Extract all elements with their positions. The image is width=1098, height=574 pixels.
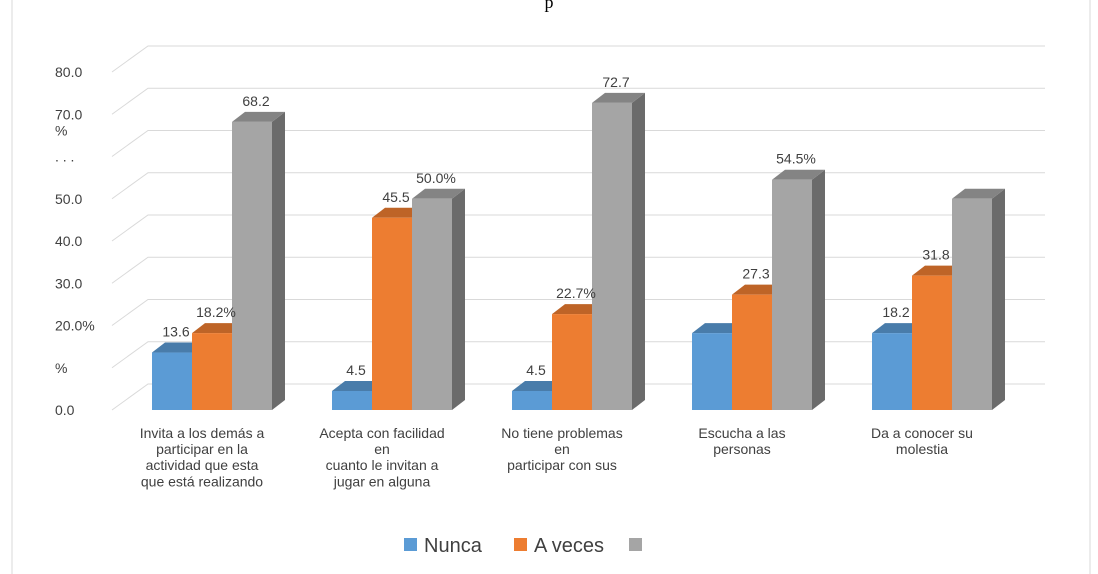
bar-top [732,284,785,295]
bar-side [452,188,465,410]
bar-front [412,198,452,410]
grid-line [111,214,1045,242]
category-label-group: Acepta con facilidad en cuanto le invitan … [319,425,444,489]
bar-front [232,121,272,410]
data-label: 4.5 [346,362,366,378]
data-label: 45.5 [382,189,409,205]
bar [592,92,645,410]
bar-front [692,333,732,410]
bar-front [872,333,912,410]
grid-line [111,87,1045,115]
bar-front [732,294,772,410]
bar-top [552,304,605,315]
bar-top [232,111,285,122]
category-label-group: Escucha a las personas [698,425,785,457]
chart-frame [11,0,1091,574]
bar [412,188,465,410]
x-tick-label: Da a conocer su molestia [871,425,973,457]
legend-swatch [404,538,417,551]
data-label: 27.3 [742,266,769,282]
x-tick-label: Invita a los demás a participar en la acti… [140,425,265,489]
bar-top [152,342,205,353]
bar-side [992,188,1005,410]
chart-title: p [545,0,554,12]
bar-front [772,179,812,410]
data-label: 31.8 [922,247,949,263]
y-tick-label: 20.0% [55,318,95,334]
x-tick-label: No tiene problemas en participar con sus [501,425,622,473]
bar-front [912,275,952,410]
bar-top [592,92,645,103]
data-label: 18.2 [882,304,909,320]
bar [232,111,285,410]
bar [772,169,825,410]
data-label: 72.7 [602,74,629,90]
grid-line [111,45,1045,73]
bar-top [332,380,385,391]
y-tick-label: % [55,360,67,376]
bar [952,188,1005,410]
y-tick-label: 40.0 [55,233,82,249]
bar-side [272,111,285,410]
y-tick-label: 30.0 [55,275,82,291]
bar-front [152,352,192,410]
bar-front [512,390,552,410]
bar-top [692,323,745,334]
legend-label: Nunca [424,535,483,557]
grid-line [111,172,1045,200]
data-label: 22.7% [556,285,596,301]
bar-front [332,390,372,410]
x-tick-label: Acepta con facilidad en cuanto le invitan … [319,425,444,489]
legend-label: A veces [534,535,604,557]
bar-front [192,333,232,410]
bar-top [872,323,925,334]
x-tick-label: Escucha a las personas [698,425,785,457]
legend-swatch [629,538,642,551]
data-label: 54.5% [776,151,816,167]
bar-front [552,314,592,410]
legend-swatch [514,538,527,551]
bar-top [772,169,825,180]
data-label: 13.6 [162,324,189,340]
y-tick-label: 0.0 [55,402,75,418]
grid-line [111,130,1045,157]
y-tick-label: 50.0 [55,191,82,207]
bar-side [812,169,825,410]
bar-side [632,92,645,410]
y-tick-label: . . . [55,149,74,165]
bar-front [372,217,412,410]
bar-top [912,265,965,276]
data-label: 4.5 [526,362,546,378]
grid-line [111,256,1045,284]
category-label-group: Invita a los demás a participar en la acti… [140,425,265,489]
category-label-group: No tiene problemas en participar con sus [501,425,622,473]
bar-top [372,207,425,218]
data-label: 68.2 [242,93,269,109]
category-label-group: Da a conocer su molestia [871,425,973,457]
y-tick-label: 80.0 [55,64,82,80]
data-label: 50.0% [416,170,456,186]
bar-top [512,380,565,391]
bar-top [192,323,245,334]
data-label: 18.2% [196,304,236,320]
bar-top [412,188,465,199]
bar-top [952,188,1005,199]
y-tick-label: 70.0% [55,106,82,138]
bar-front [952,198,992,410]
bar-front [592,102,632,410]
